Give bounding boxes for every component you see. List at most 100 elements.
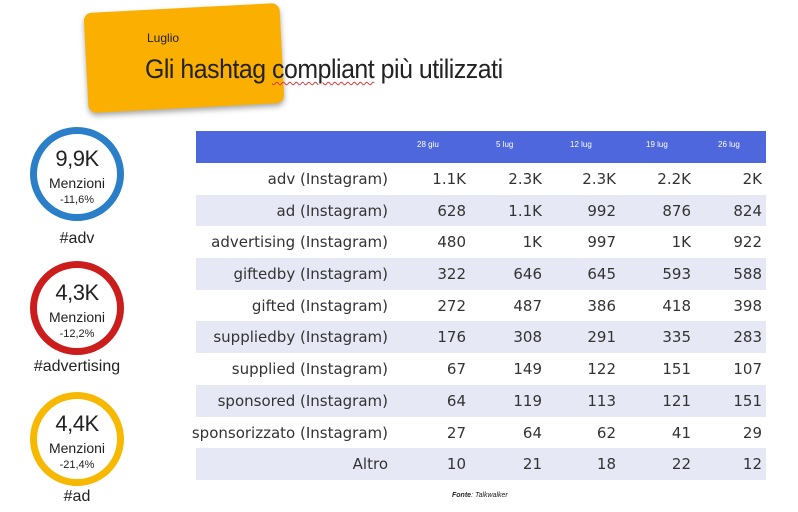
- table-cell: 1K: [671, 233, 691, 252]
- table-cell: 291: [587, 328, 616, 347]
- table-row: sponsorizzato (Instagram) 27 64 62 41 29: [192, 417, 766, 449]
- table-header: 28 giu 5 lug 12 lug 19 lug 26 lug: [196, 131, 766, 163]
- source-label: Fonte: [452, 492, 472, 499]
- table-cell: 992: [587, 201, 616, 220]
- stat-value: 4,4K: [55, 411, 99, 436]
- table-cell: 1.1K: [432, 170, 466, 188]
- source-text: : Talkwalker: [471, 492, 508, 499]
- table-cell: 27: [446, 423, 466, 442]
- stat-hashtag-ad: #ad: [63, 488, 91, 505]
- row-label: supplied (Instagram): [231, 360, 388, 379]
- table-cell: 487: [513, 296, 542, 315]
- table-row: ad (Instagram) 628 1.1K 992 876 824: [196, 194, 766, 227]
- column-header: 19 lug: [646, 140, 668, 149]
- page-title: Gli hashtag compliant più utilizzati: [145, 54, 503, 85]
- table-cell: 18: [596, 455, 616, 474]
- row-label: gifted (Instagram): [251, 296, 388, 315]
- table-cell: 645: [587, 265, 616, 284]
- table-row: sponsored (Instagram) 64 119 113 121 151: [196, 384, 766, 417]
- table-cell: 122: [587, 360, 616, 379]
- table-cell: 12: [742, 455, 762, 474]
- column-header: 26 lug: [718, 140, 740, 149]
- table-cell: 176: [437, 328, 466, 347]
- table-cell: 149: [513, 360, 542, 379]
- table-cell: 10: [446, 455, 466, 474]
- table-row: advertising (Instagram) 480 1K 997 1K 922: [196, 226, 766, 258]
- table-row: gifted (Instagram) 272 487 386 418 398: [196, 290, 766, 322]
- table-row: giftedby (Instagram) 322 646 645 593 588: [196, 258, 766, 290]
- table-cell: 22: [671, 455, 691, 474]
- table-cell: 64: [446, 391, 466, 410]
- table-row: Altro 10 21 18 22 12: [196, 448, 766, 480]
- table-cell: 308: [513, 328, 542, 347]
- table-cell: 824: [733, 201, 762, 220]
- table-body: adv (Instagram) 1.1K 2.3K 2.3K 2.2K 2K ad (Ins…: [192, 163, 766, 480]
- stat-hashtag-advertising: #advertising: [33, 358, 121, 375]
- table-cell: 997: [587, 233, 616, 252]
- stat-label: Menzioni: [48, 440, 106, 456]
- table-cell: 2.3K: [508, 170, 542, 188]
- stat-value: 4,3K: [55, 280, 99, 305]
- table-cell: 418: [662, 296, 691, 315]
- row-label: Altro: [352, 455, 388, 474]
- table-cell: 151: [733, 391, 762, 410]
- table-cell: 1.1K: [508, 201, 542, 220]
- stat-value: 9,9K: [55, 146, 99, 171]
- subtitle: Luglio: [147, 31, 180, 45]
- table-row: supplied (Instagram) 67 149 122 151 107: [196, 353, 766, 385]
- source-note: Fonte: Talkwalker: [452, 492, 508, 499]
- row-label: ad (Instagram): [276, 201, 389, 220]
- table-cell: 628: [437, 201, 466, 220]
- table-cell: 588: [733, 265, 762, 284]
- table-cell: 121: [662, 391, 691, 410]
- table-cell: 398: [733, 296, 762, 315]
- table-cell: 335: [662, 328, 691, 347]
- table-cell: 283: [733, 328, 762, 347]
- stat-change: -21,4%: [59, 459, 95, 471]
- table-cell: 41: [671, 423, 691, 442]
- table-cell: 64: [522, 423, 542, 442]
- table-cell: 67: [446, 360, 466, 379]
- title-part-1: Gli hashtag: [145, 54, 273, 84]
- table-cell: 272: [437, 296, 466, 315]
- table-cell: 322: [437, 265, 466, 284]
- table-row: suppliedby (Instagram) 176 308 291 335 283: [196, 321, 766, 354]
- table-cell: 21: [522, 455, 542, 474]
- stat-change: -12,2%: [59, 328, 95, 340]
- table-cell: 922: [733, 233, 762, 252]
- table-cell: 119: [513, 391, 542, 410]
- column-header: 12 lug: [570, 140, 592, 149]
- row-label: adv (Instagram): [267, 170, 388, 188]
- table-cell: 151: [662, 360, 691, 379]
- table-cell: 62: [596, 423, 616, 442]
- table-cell: 593: [662, 265, 691, 284]
- column-header: 5 lug: [496, 140, 514, 149]
- table-cell: 1K: [522, 233, 542, 252]
- table-cell: 2.2K: [657, 170, 691, 188]
- stat-change: -11,6%: [59, 194, 95, 206]
- table-cell: 29: [742, 423, 762, 442]
- column-header: 28 giu: [417, 140, 439, 149]
- title-part-3: più utilizzati: [374, 54, 503, 84]
- table-row: adv (Instagram) 1.1K 2.3K 2.3K 2.2K 2K: [196, 163, 766, 195]
- row-label: suppliedby (Instagram): [213, 328, 388, 347]
- stat-ring-adv: 9,9K Menzioni -11,6%: [30, 127, 124, 221]
- title-part-2: compliant: [272, 54, 375, 84]
- table-cell: 113: [587, 391, 616, 410]
- row-label: giftedby (Instagram): [233, 265, 388, 284]
- table-cell: 646: [513, 265, 542, 284]
- stat-hashtag-adv: #adv: [59, 230, 95, 247]
- table-cell: 107: [733, 360, 762, 379]
- row-label: sponsored (Instagram): [217, 391, 388, 410]
- table-cell: 386: [587, 296, 616, 315]
- row-label: advertising (Instagram): [211, 233, 388, 252]
- table-cell: 876: [662, 201, 691, 220]
- stat-label: Menzioni: [48, 309, 106, 325]
- stat-label: Menzioni: [48, 175, 106, 191]
- hashtag-table: 28 giu 5 lug 12 lug 19 lug 26 lug adv (I…: [192, 131, 766, 480]
- stat-ring-advertising: 4,3K Menzioni -12,2%: [30, 261, 124, 355]
- table-cell: 2.3K: [582, 170, 616, 188]
- row-label: sponsorizzato (Instagram): [191, 423, 388, 442]
- table-cell: 2K: [742, 170, 762, 188]
- stat-ring-ad: 4,4K Menzioni -21,4%: [30, 392, 124, 486]
